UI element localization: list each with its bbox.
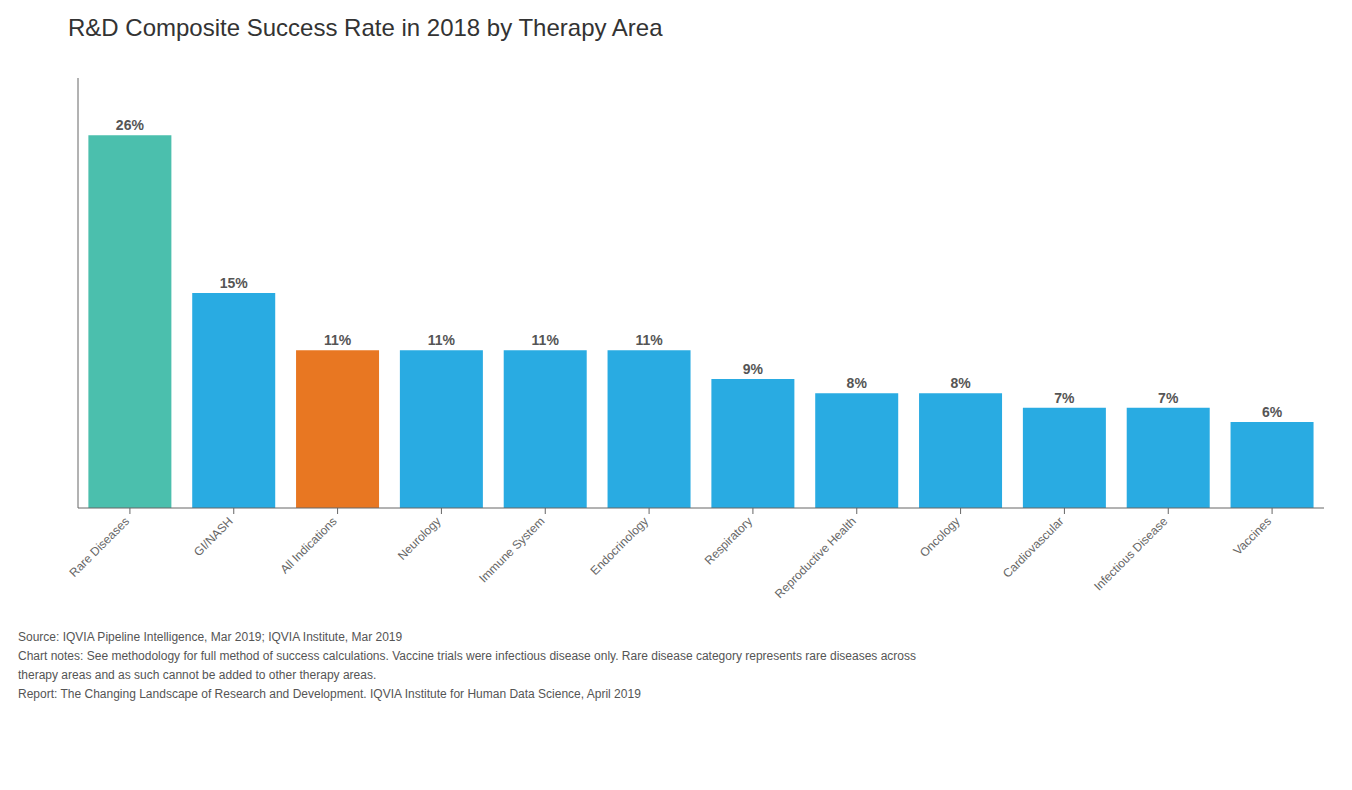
svg-text:11%: 11% xyxy=(324,332,352,348)
svg-text:Cardiovascular: Cardiovascular xyxy=(1000,514,1067,581)
svg-text:8%: 8% xyxy=(847,375,868,391)
svg-text:7%: 7% xyxy=(1054,390,1075,406)
svg-text:Immune System: Immune System xyxy=(476,514,547,585)
svg-text:8%: 8% xyxy=(950,375,971,391)
html-text:therapy areas and as such cann: therapy areas and as such cannot be adde… xyxy=(18,668,377,682)
svg-text:Rare Diseases: Rare Diseases xyxy=(66,514,132,580)
svg-text:Vaccines: Vaccines xyxy=(1230,514,1274,558)
svg-text:11%: 11% xyxy=(635,332,663,348)
svg-text:GI/NASH: GI/NASH xyxy=(191,514,236,559)
svg-text:Respiratory: Respiratory xyxy=(702,514,755,567)
svg-text:All Indications: All Indications xyxy=(277,514,339,576)
svg-text:9%: 9% xyxy=(743,361,764,377)
html-text:R&D Composite Success Rate in: R&D Composite Success Rate in 2018 by Th… xyxy=(68,14,663,41)
svg-text:26%: 26% xyxy=(116,117,145,133)
svg-text:Infectious Disease: Infectious Disease xyxy=(1091,514,1170,593)
svg-text:15%: 15% xyxy=(220,275,249,291)
svg-text:Endocrinology: Endocrinology xyxy=(588,514,652,578)
html-text:Chart notes: See methodology f: Chart notes: See methodology for full me… xyxy=(18,649,916,663)
html-text:Report: The Changing Landscape: Report: The Changing Landscape of Resear… xyxy=(18,687,641,701)
svg-text:7%: 7% xyxy=(1158,390,1179,406)
svg-text:Oncology: Oncology xyxy=(917,514,963,560)
svg-text:11%: 11% xyxy=(532,332,560,348)
html-text:Source: IQVIA Pipeline Intelli: Source: IQVIA Pipeline Intelligence, Mar… xyxy=(18,630,403,644)
svg-text:Reproductive Health: Reproductive Health xyxy=(772,514,859,601)
svg-text:11%: 11% xyxy=(428,332,456,348)
svg-text:6%: 6% xyxy=(1262,404,1283,420)
svg-text:Neurology: Neurology xyxy=(395,514,444,563)
